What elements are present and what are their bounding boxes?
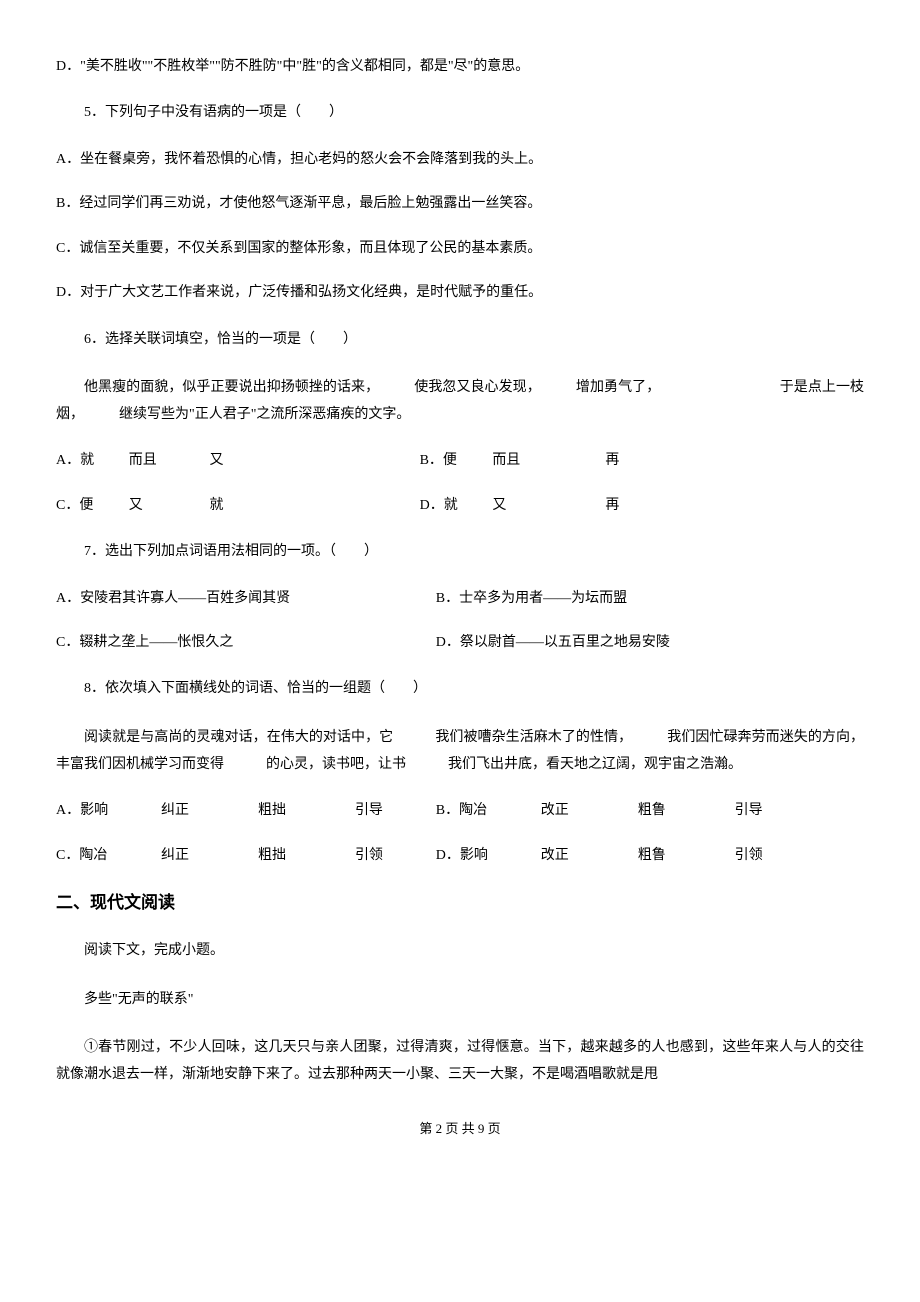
q8-passage: 阅读就是与高尚的灵魂对话，在伟大的对话中，它 我们被嘈杂生活麻木了的性情， 我们… xyxy=(56,725,864,778)
q5-opt-a: A．坐在餐桌旁，我怀着恐惧的心情，担心老妈的怒火会不会降落到我的头上。 xyxy=(56,149,864,171)
q6-c-w1: 又 xyxy=(129,495,210,517)
q6-d-label: D．就 xyxy=(420,495,493,517)
q8-a-w1: 纠正 xyxy=(161,800,258,822)
reading-title: 多些"无声的联系" xyxy=(56,987,864,1014)
q6-option-row-2: C．便 又 就 D．就 又 再 xyxy=(56,495,864,517)
q8-b-w1: 改正 xyxy=(541,800,638,822)
q8-option-row-2: C．陶冶 纠正 粗拙 引领 D．影响 改正 粗鲁 引领 xyxy=(56,845,864,867)
q7-row-2: C．辍耕之垄上——怅恨久之 D．祭以尉首——以五百里之地易安陵 xyxy=(56,632,864,654)
q8-d-w2: 粗鲁 xyxy=(638,845,735,867)
q7-opt-d: D．祭以尉首——以五百里之地易安陵 xyxy=(436,632,864,654)
q6-c-w2: 就 xyxy=(210,495,420,517)
page-content: D．"美不胜收""不胜枚举""防不胜防"中"胜"的含义都相同，都是"尽"的意思。… xyxy=(0,0,920,1169)
q6-d-w3: 又 xyxy=(492,495,605,517)
q6-a-w1: 而且 xyxy=(129,450,210,472)
q8-d-label: D．影响 xyxy=(436,845,541,867)
leading-option-d: D．"美不胜收""不胜枚举""防不胜防"中"胜"的含义都相同，都是"尽"的意思。 xyxy=(56,56,864,78)
q7-stem: 7．选出下列加点词语用法相同的一项。（ ） xyxy=(56,539,864,566)
q8-b-w3: 引导 xyxy=(735,800,816,822)
reading-intro: 阅读下文，完成小题。 xyxy=(56,938,864,965)
q8-b-w2: 粗鲁 xyxy=(638,800,735,822)
q7-opt-c: C．辍耕之垄上——怅恨久之 xyxy=(56,632,436,654)
q8-stem: 8．依次填入下面横线处的词语、恰当的一组题（ ） xyxy=(56,676,864,703)
page-footer: 第 2 页 共 9 页 xyxy=(56,1119,864,1140)
q8-b-label: B．陶冶 xyxy=(436,800,541,822)
q8-d-w3: 引领 xyxy=(735,845,816,867)
q5-opt-c: C．诚信至关重要，不仅关系到国家的整体形象，而且体现了公民的基本素质。 xyxy=(56,238,864,260)
reading-p1: ①春节刚过，不少人回味，这几天只与亲人团聚，过得清爽，过得惬意。当下，越来越多的… xyxy=(56,1035,864,1088)
q6-stem: 6．选择关联词填空，恰当的一项是（ ） xyxy=(56,327,864,354)
q8-option-row-1: A．影响 纠正 粗拙 引导 B．陶冶 改正 粗鲁 引导 xyxy=(56,800,864,822)
q6-option-row-1: A．就 而且 又 B．便 而且 再 xyxy=(56,450,864,472)
q6-b-w4: 再 xyxy=(605,450,718,472)
q6-c-label: C．便 xyxy=(56,495,129,517)
q7-opt-a: A．安陵君其许寡人——百姓多闻其贤 xyxy=(56,588,436,610)
q8-a-w2: 粗拙 xyxy=(258,800,355,822)
q8-c-w2: 粗拙 xyxy=(258,845,355,867)
q6-a-label: A．就 xyxy=(56,450,129,472)
q5-opt-d: D．对于广大文艺工作者来说，广泛传播和弘扬文化经典，是时代赋予的重任。 xyxy=(56,282,864,304)
q5-opt-b: B．经过同学们再三劝说，才使他怒气逐渐平息，最后脸上勉强露出一丝笑容。 xyxy=(56,193,864,215)
q6-a-w2: 又 xyxy=(210,450,420,472)
q7-opt-b: B．士卒多为用者——为坛而盟 xyxy=(436,588,864,610)
q8-d-w1: 改正 xyxy=(541,845,638,867)
q8-a-label: A．影响 xyxy=(56,800,161,822)
q6-passage: 他黑瘦的面貌，似乎正要说出抑扬顿挫的话来， 使我忽又良心发现， 增加勇气了， 于… xyxy=(56,375,864,428)
q6-b-label: B．便 xyxy=(420,450,493,472)
q7-row-1: A．安陵君其许寡人——百姓多闻其贤 B．士卒多为用者——为坛而盟 xyxy=(56,588,864,610)
q6-d-w4: 再 xyxy=(605,495,718,517)
section-2-title: 二、现代文阅读 xyxy=(56,889,864,916)
q5-stem: 5．下列句子中没有语病的一项是（ ） xyxy=(56,100,864,127)
q8-a-w3: 引导 xyxy=(355,800,436,822)
q8-c-w1: 纠正 xyxy=(161,845,258,867)
q8-c-label: C．陶冶 xyxy=(56,845,161,867)
q6-b-w3: 而且 xyxy=(492,450,605,472)
q8-c-w3: 引领 xyxy=(355,845,436,867)
